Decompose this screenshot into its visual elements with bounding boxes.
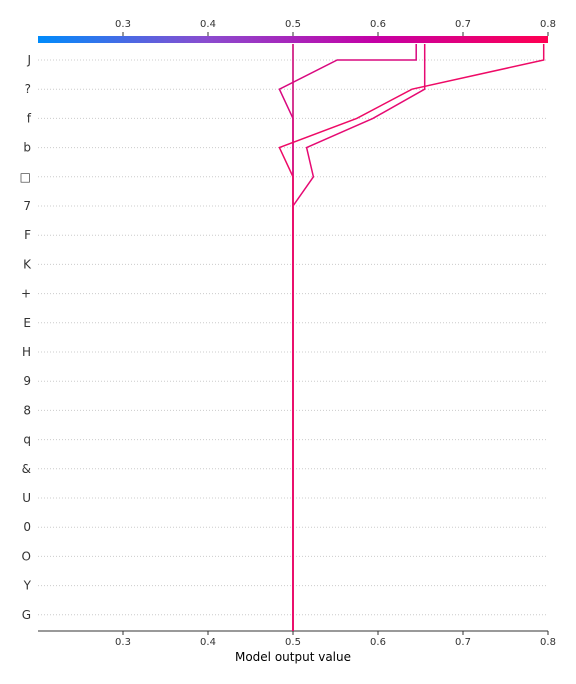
feature-labels: J? f b □ 7 F K + E H 9 8 q & U 0 O Y G: [20, 53, 32, 622]
bottom-tick-label: 0.3: [115, 637, 131, 648]
feature-label: G: [22, 608, 31, 622]
feature-label: 7: [23, 199, 31, 213]
top-tick-labels: 0.3 0.4 0.5 0.6 0.7 0.8: [115, 19, 556, 36]
decision-path-3: [279, 44, 543, 631]
decision-path-1: [279, 44, 416, 631]
bottom-tick-label: 0.8: [540, 637, 556, 648]
top-tick-label: 0.5: [285, 19, 301, 30]
bottom-tick-label: 0.5: [285, 637, 301, 648]
feature-label: f: [27, 111, 32, 125]
feature-label: E: [23, 316, 31, 330]
feature-label: J: [26, 53, 31, 67]
feature-label: 0: [23, 520, 31, 534]
feature-label: □: [20, 170, 31, 184]
feature-label: H: [22, 345, 31, 359]
bottom-tick-label: 0.4: [200, 637, 216, 648]
colorbar-gradient: [38, 36, 548, 43]
feature-label: Y: [23, 579, 32, 593]
bottom-tick-labels: 0.3 0.4 0.5 0.6 0.7 0.8: [115, 631, 556, 648]
bottom-tick-label: 0.6: [370, 637, 386, 648]
feature-label: +: [21, 287, 31, 301]
x-axis-title: Model output value: [235, 650, 351, 664]
feature-label: 8: [23, 403, 31, 417]
feature-label: q: [23, 433, 31, 447]
feature-label: F: [24, 228, 31, 242]
feature-label: b: [23, 141, 31, 155]
top-tick-label: 0.7: [455, 19, 471, 30]
top-tick-label: 0.4: [200, 19, 216, 30]
decision-paths: [279, 44, 543, 631]
top-tick-label: 0.8: [540, 19, 556, 30]
feature-label: K: [23, 257, 32, 271]
top-tick-label: 0.3: [115, 19, 131, 30]
decision-path-2: [293, 44, 425, 631]
feature-label: ?: [25, 82, 31, 96]
feature-label: &: [22, 462, 31, 476]
colorbar: [38, 36, 548, 43]
top-tick-label: 0.6: [370, 19, 386, 30]
feature-label: O: [22, 549, 31, 563]
bottom-tick-label: 0.7: [455, 637, 471, 648]
feature-label: U: [22, 491, 31, 505]
feature-label: 9: [23, 374, 31, 388]
